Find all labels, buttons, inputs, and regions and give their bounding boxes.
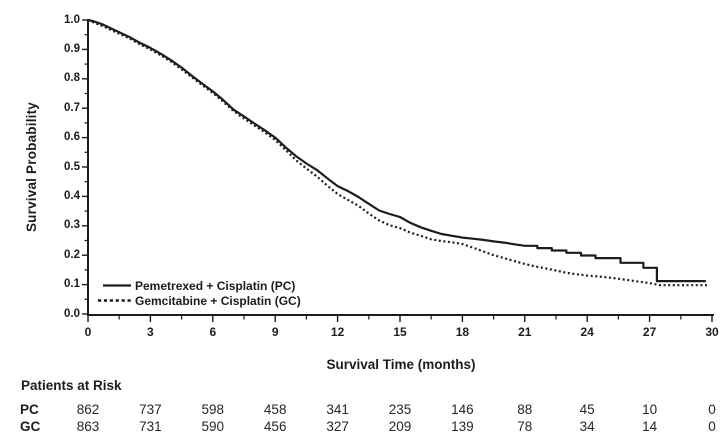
risk-table-title: Patients at Risk xyxy=(21,378,122,393)
risk-cell: 78 xyxy=(517,418,533,434)
y-tick-label: 0.6 xyxy=(64,131,80,144)
risk-cell: 0 xyxy=(708,402,716,417)
x-tick-label: 3 xyxy=(147,325,154,339)
y-tick-label: 0.5 xyxy=(64,160,80,173)
risk-cell: 34 xyxy=(579,418,595,434)
risk-cell: 458 xyxy=(263,402,287,417)
series-line-gc xyxy=(87,18,708,287)
series-line-pc xyxy=(87,18,706,283)
y-tick-label: 0.7 xyxy=(64,101,80,114)
y-tick-label: 0.8 xyxy=(64,72,80,85)
risk-row-label-pc: PC xyxy=(20,402,39,417)
x-tick-label: 24 xyxy=(580,325,594,339)
x-tick-label: 21 xyxy=(518,325,532,339)
x-tick-label: 6 xyxy=(209,325,217,339)
risk-cell: 88 xyxy=(517,402,533,417)
risk-cell: 45 xyxy=(579,402,595,417)
risk-cell: 10 xyxy=(642,402,658,417)
legend-label-gc: Gemcitabine + Cisplatin (GC) xyxy=(135,293,301,308)
risk-cell: 327 xyxy=(326,418,349,434)
risk-row-label-gc: GC xyxy=(20,418,41,434)
risk-cell: 590 xyxy=(201,418,225,434)
risk-cell: 0 xyxy=(708,418,716,434)
x-tick-label: 12 xyxy=(330,325,345,339)
legend-label-pc: Pemetrexed + Cisplatin (PC) xyxy=(135,278,296,293)
x-tick-label: 27 xyxy=(642,325,657,339)
x-tick-label: 30 xyxy=(705,325,719,339)
risk-cell: 341 xyxy=(326,402,349,417)
risk-cell: 139 xyxy=(451,418,474,434)
x-tick-label: 0 xyxy=(84,325,92,339)
y-tick-label: 0.3 xyxy=(64,219,80,232)
risk-cell: 731 xyxy=(139,418,162,434)
y-tick-label: 0.0 xyxy=(64,307,80,320)
y-axis-title: Survival Probability xyxy=(24,101,39,233)
y-tick-label: 1.0 xyxy=(64,13,80,26)
risk-cell: 863 xyxy=(76,418,100,434)
risk-cell: 235 xyxy=(388,402,412,417)
risk-cell: 456 xyxy=(263,418,287,434)
risk-cell: 598 xyxy=(201,402,225,417)
risk-cell: 14 xyxy=(642,418,658,434)
y-tick-label: 0.2 xyxy=(64,248,80,261)
x-tick-label: 9 xyxy=(271,325,279,339)
y-tick-label: 0.4 xyxy=(64,189,80,202)
y-tick-label: 0.9 xyxy=(64,42,80,55)
x-tick-label: 15 xyxy=(393,325,407,339)
x-axis-title: Survival Time (months) xyxy=(326,357,476,372)
x-tick-label: 18 xyxy=(455,325,470,339)
y-tick-label: 0.1 xyxy=(64,278,80,291)
risk-cell: 737 xyxy=(139,402,162,417)
risk-cell: 146 xyxy=(451,402,474,417)
risk-cell: 209 xyxy=(388,418,412,434)
risk-cell: 862 xyxy=(76,402,100,417)
